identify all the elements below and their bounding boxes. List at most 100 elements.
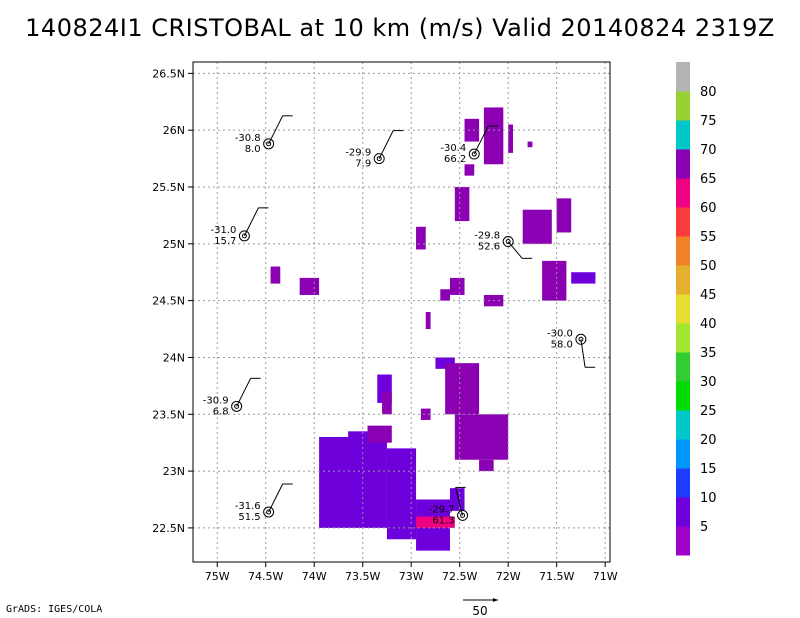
wind-speed-cell [483,107,504,165]
colorbar-label: 5 [700,520,708,535]
y-tick-label: 24N [163,351,185,364]
wind-speed-cell [425,312,431,330]
colorbar-segment [676,236,690,266]
observation-marker: -29.761.3 [429,486,469,526]
observation-value-2: 66.2 [444,154,466,165]
colorbar-label: 75 [700,114,717,129]
x-tick-label: 72W [496,570,521,583]
observation-marker: -29.852.6 [474,231,533,259]
observation-value-1: -30.8 [235,133,261,144]
y-tick-label: 26.5N [152,67,185,80]
colorbar-segment [676,265,690,295]
observation-value-1: -31.6 [235,501,261,512]
observation-marker: -30.466.2 [440,125,499,165]
wind-speed-cell [406,459,414,472]
x-tick-label: 75W [205,570,230,583]
colorbar-segment [676,468,690,498]
y-tick-label: 23.5N [152,408,185,421]
wind-speed-cell [479,459,494,472]
observation-value-1: -30.4 [440,143,466,154]
colorbar-segment [676,149,690,179]
y-tick-label: 25N [163,238,185,251]
wind-speed-cell [508,124,514,153]
colorbar-label: 70 [700,143,717,158]
observation-marker: -30.058.0 [547,328,596,368]
colorbar-segment [676,352,690,382]
observation-marker: -31.015.7 [211,207,269,247]
wind-speed-cell [416,516,455,528]
colorbar-segment [676,526,690,556]
colorbar-segment [676,381,690,411]
colorbar-label: 10 [700,491,717,506]
observation-value-1: -29.8 [474,231,500,242]
colorbar-segment [676,62,690,92]
wind-speed-cell [420,408,431,420]
wind-speed-cell [299,277,320,295]
y-tick-label: 26N [163,124,185,137]
observation-markers: -30.88.0 -29.97.9-30.466.2-31.015.7 -29.85… [203,115,596,526]
colorbar-label: 50 [700,259,717,274]
wind-speed-cell [367,425,392,443]
observation-value-2: 51.5 [238,512,260,523]
colorbar-label: 35 [700,346,717,361]
colorbar-label: 25 [700,404,717,419]
gridlines [193,62,610,562]
colorbar-label: 20 [700,433,717,448]
chart-title: 140824I1 CRISTOBAL at 10 km (m/s) Valid … [25,14,775,42]
observation-value-2: 6.8 [213,406,229,417]
wind-speed-cell [382,391,392,415]
observation-value-2: 52.6 [478,242,500,253]
wind-speed-cell [542,260,567,301]
x-tick-label: 74W [302,570,327,583]
x-tick-label: 73W [399,570,424,583]
observation-marker: -31.651.5 [235,483,293,523]
observation-value-1: -30.0 [547,328,573,339]
observation-value-1: -29.7 [429,504,455,515]
observation-marker: -30.88.0 [235,115,293,155]
wind-speed-cell [416,226,426,250]
x-axis-ticks: 75W 74.5W 74W 73.5W 73W 72.5W 72W 71.5W 71W [205,562,618,583]
wind-speed-cell [454,414,509,460]
colorbar-label: 80 [700,85,717,100]
x-tick-label: 73.5W [345,570,380,583]
wind-speed-cell [449,488,465,511]
wind-speed-cell [464,164,475,176]
wind-speed-cell [556,198,572,233]
colorbar-label: 60 [700,201,717,216]
colorbar-segment [676,207,690,237]
wind-speed-cell [522,209,552,244]
x-tick-label: 71W [593,570,618,583]
y-tick-label: 24.5N [152,295,185,308]
wind-speed-cell [449,277,465,295]
colorbar: 5 10 15 20 25 30 35 40 45 50 55 60 65 70 75 80 [676,62,717,556]
grads-credit: GrADS: IGES/COLA [6,604,103,615]
wind-speed-cell [440,289,450,301]
y-axis-ticks: 22.5N 23N 23.5N 24N 24.5N 25N 25.5N 26N 26.5N [152,67,193,535]
wind-speed-cell [319,437,387,528]
x-tick-label: 71.5W [539,570,574,583]
y-tick-label: 22.5N [152,522,185,535]
colorbar-segment [676,323,690,353]
observation-value-1: -31.0 [211,225,237,236]
colorbar-segment [676,120,690,150]
colorbar-segment [676,497,690,527]
colorbar-label: 15 [700,462,717,477]
observation-value-2: 8.0 [245,144,261,155]
reference-vector-label: 50 [472,604,487,618]
observation-marker: -29.97.9 [345,130,404,170]
wind-speed-cell [464,118,480,142]
observation-value-2: 15.7 [214,236,236,247]
colorbar-label: 55 [700,230,717,245]
wind-speed-cell [270,266,281,284]
x-tick-label: 74.5W [248,570,283,583]
reference-vector: 50 [463,598,498,618]
colorbar-segment [676,294,690,324]
y-tick-label: 23N [163,465,185,478]
colorbar-label: 45 [700,288,717,303]
plot-frame [192,61,611,563]
observation-value-1: -29.9 [345,148,371,159]
observation-value-2: 61.3 [432,515,454,526]
wind-speed-cell [454,187,470,222]
observation-marker: -30.96.8 [203,377,261,417]
